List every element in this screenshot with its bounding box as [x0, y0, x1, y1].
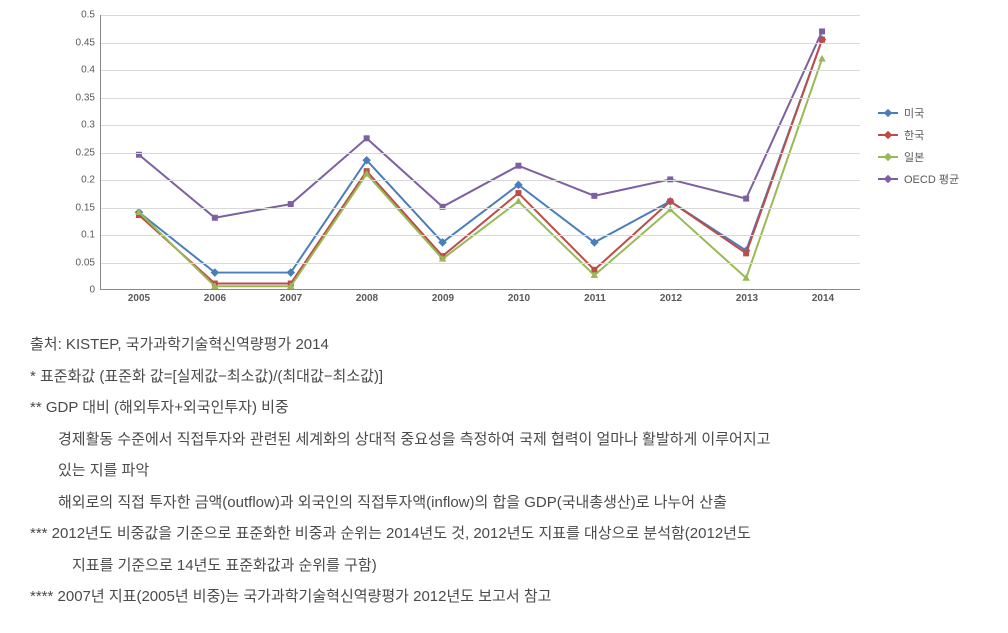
y-tick-label: 0.15: [76, 202, 101, 213]
series-marker: [818, 55, 825, 62]
legend-item: 일본: [878, 149, 978, 165]
y-tick-label: 0.35: [76, 92, 101, 103]
legend-swatch: [878, 156, 898, 158]
plot-area: 00.050.10.150.20.250.30.350.40.450.52005…: [100, 15, 860, 290]
series-marker: [515, 163, 521, 169]
y-tick-label: 0.25: [76, 147, 101, 158]
series-marker: [591, 193, 597, 199]
series-marker: [515, 197, 522, 204]
note-2b: 경제활동 수준에서 직접투자와 관련된 세계화의 상대적 중요성을 측정하여 국…: [30, 427, 978, 453]
series-marker: [819, 28, 825, 34]
y-tick-label: 0.5: [81, 10, 101, 21]
y-tick-label: 0.2: [81, 175, 101, 186]
y-tick-label: 0.45: [76, 37, 101, 48]
notes-block: 출처: KISTEP, 국가과학기술혁신역량평가 2014 * 표준화값 (표준…: [30, 332, 978, 610]
legend-label: 일본: [904, 149, 924, 165]
x-tick-label: 2008: [356, 289, 378, 304]
legend-swatch: [878, 112, 898, 114]
note-3b: 지표를 기준으로 14년도 표준화값과 순위를 구함): [30, 553, 978, 579]
legend: 미국한국일본 OECD 평균: [878, 105, 978, 193]
series-marker: [743, 196, 749, 202]
x-tick-label: 2007: [280, 289, 302, 304]
series-marker: [743, 250, 749, 256]
x-tick-label: 2012: [660, 289, 682, 304]
note-2d: 해외로의 직접 투자한 금액(outflow)과 외국인의 직접투자액(infl…: [30, 490, 978, 516]
series-marker: [667, 198, 673, 204]
legend-swatch: [878, 178, 898, 180]
note-1: * 표준화값 (표준화 값=[실제값−최소값)/(최대값−최소값)]: [30, 364, 978, 390]
note-2c: 있는 지를 파악: [30, 458, 978, 484]
x-tick-label: 2005: [128, 289, 150, 304]
y-tick-label: 0: [89, 285, 101, 296]
legend-label: OECD 평균: [904, 171, 959, 187]
x-tick-label: 2006: [204, 289, 226, 304]
legend-label: 미국: [904, 105, 924, 121]
y-tick-label: 0.05: [76, 257, 101, 268]
line-chart: 0 0.05 0.1 0.15 0.2 0.25 0.3 0.35 0.4 0.45 0.5 2005…: [30, 10, 978, 320]
series-line: [139, 59, 822, 286]
series-marker: [212, 215, 218, 221]
note-4: **** 2007년 지표(2005년 비중)는 국가과학기술혁신역량평가 20…: [30, 584, 978, 610]
legend-item: 미국: [878, 105, 978, 121]
x-tick-label: 2010: [508, 289, 530, 304]
series-marker: [288, 201, 294, 207]
y-tick-label: 0.1: [81, 230, 101, 241]
x-tick-label: 2011: [584, 289, 606, 304]
y-tick-label: 0.3: [81, 120, 101, 131]
legend-label: 한국: [904, 127, 924, 143]
legend-swatch: [878, 134, 898, 136]
x-tick-label: 2013: [736, 289, 758, 304]
note-2a: ** GDP 대비 (해외투자+외국인투자) 비중: [30, 395, 978, 421]
y-tick-label: 0.4: [81, 65, 101, 76]
legend-item: OECD 평균: [878, 171, 978, 187]
series-marker: [515, 190, 521, 196]
legend-item: 한국: [878, 127, 978, 143]
x-tick-label: 2009: [432, 289, 454, 304]
series-line: [139, 40, 822, 273]
source-text: 출처: KISTEP, 국가과학기술혁신역량평가 2014: [30, 332, 978, 358]
x-tick-label: 2014: [812, 289, 834, 304]
series-line: [139, 40, 822, 284]
note-3a: *** 2012년도 비중값을 기준으로 표준화한 비중과 순위는 2014년도…: [30, 521, 978, 547]
series-marker: [364, 135, 370, 141]
